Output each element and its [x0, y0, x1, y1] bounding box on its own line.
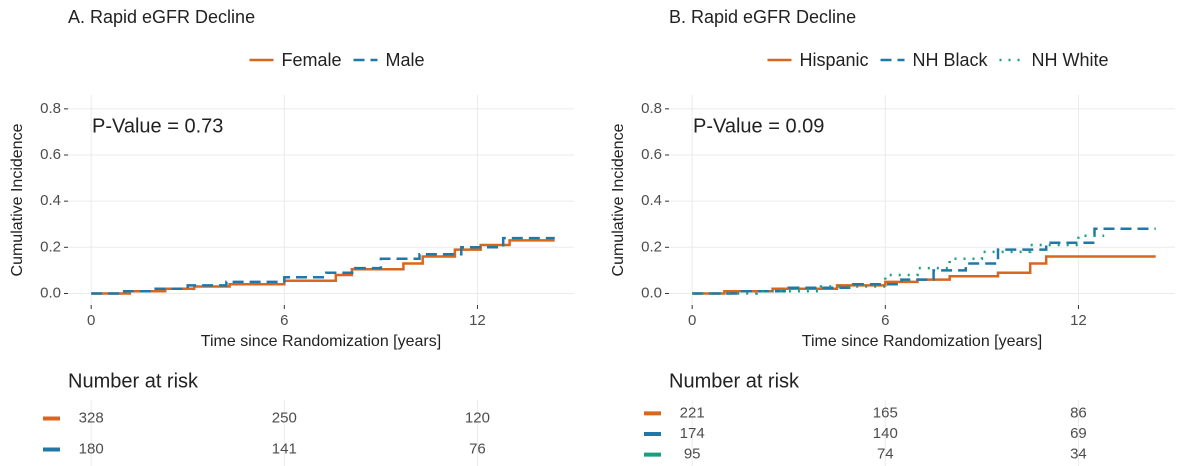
- risk-count: 76: [469, 440, 486, 457]
- risk-count: 328: [79, 409, 104, 426]
- y-tick-label: 0.4: [40, 192, 61, 209]
- y-tick-label: 0.2: [40, 238, 61, 255]
- x-tick-label: 6: [881, 312, 889, 329]
- annotation: P-Value = 0.09: [693, 115, 824, 137]
- series-line: [692, 227, 1156, 295]
- x-axis-label: Time since Randomization [years]: [201, 333, 441, 350]
- y-tick-label: 0.0: [40, 284, 61, 301]
- risk-count: 221: [680, 404, 705, 421]
- risk-count: 34: [1070, 446, 1087, 463]
- annotation: P-Value = 0.73: [92, 115, 223, 137]
- risk-count: 174: [680, 425, 705, 442]
- risk-count: 86: [1070, 404, 1087, 421]
- risk-count: 69: [1070, 425, 1087, 442]
- x-axis-label: Time since Randomization [years]: [802, 333, 1042, 350]
- y-tick-label: 0.4: [641, 192, 662, 209]
- legend-label: Female: [281, 50, 341, 70]
- risk-count: 250: [272, 409, 297, 426]
- risk-count: 165: [873, 404, 898, 421]
- y-tick-label: 0.6: [40, 146, 61, 163]
- x-tick-label: 12: [1070, 312, 1087, 329]
- risk-count: 180: [79, 440, 104, 457]
- panel-title: A. Rapid eGFR Decline: [68, 7, 255, 27]
- y-tick-label: 0.6: [641, 146, 662, 163]
- series-line: [692, 255, 1156, 295]
- x-tick-label: 0: [87, 312, 95, 329]
- x-tick-label: 12: [469, 312, 486, 329]
- panel-title: B. Rapid eGFR Decline: [669, 7, 856, 27]
- legend-label: Male: [386, 50, 425, 70]
- legend-label: Hispanic: [799, 50, 868, 70]
- risk-count: 141: [272, 440, 297, 457]
- y-axis-label: Cumulative Incidence: [610, 123, 627, 276]
- risk-table-title: Number at risk: [669, 370, 800, 392]
- risk-count: 120: [465, 409, 490, 426]
- risk-count: 140: [873, 425, 898, 442]
- y-tick-label: 0.8: [40, 100, 61, 117]
- y-tick-label: 0.0: [641, 284, 662, 301]
- legend-label: NH Black: [913, 50, 989, 70]
- series-line: [91, 236, 555, 295]
- risk-table-title: Number at risk: [68, 370, 199, 392]
- risk-count: 95: [684, 446, 701, 463]
- x-tick-label: 6: [280, 312, 288, 329]
- series-line: [91, 239, 555, 295]
- risk-count: 74: [877, 446, 894, 463]
- legend-label: NH White: [1032, 50, 1109, 70]
- y-axis-label: Cumulative Incidence: [9, 123, 26, 276]
- y-tick-label: 0.2: [641, 238, 662, 255]
- y-tick-label: 0.8: [641, 100, 662, 117]
- x-tick-label: 0: [688, 312, 696, 329]
